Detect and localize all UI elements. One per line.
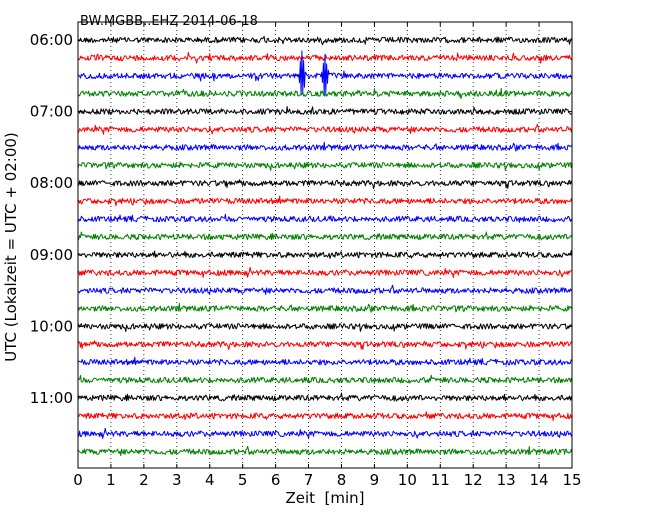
x-tick-label: 9 bbox=[370, 471, 380, 489]
y-tick-label: 06:00 bbox=[30, 31, 73, 49]
trace-0730 bbox=[77, 141, 573, 152]
x-tick-label: 0 bbox=[73, 471, 83, 489]
x-tick-label: 5 bbox=[238, 471, 248, 489]
x-tick-label: 11 bbox=[431, 471, 450, 489]
x-tick-label: 15 bbox=[562, 471, 581, 489]
trace-0830 bbox=[77, 213, 573, 223]
y-tick-label: 10:00 bbox=[30, 317, 73, 335]
trace-1030 bbox=[77, 356, 573, 366]
trace-0715 bbox=[77, 123, 573, 135]
y-tick-label: 08:00 bbox=[30, 174, 73, 192]
chart-title: BW.MGBB..EHZ 2014-06-18 bbox=[80, 14, 258, 29]
y-axis-label: UTC (Lokalzeit = UTC + 02:00) bbox=[2, 132, 20, 362]
y-tick-label: 09:00 bbox=[30, 246, 73, 264]
trace-0745 bbox=[77, 161, 573, 171]
x-tick-label: 4 bbox=[205, 471, 215, 489]
trace-0630 bbox=[77, 50, 573, 97]
trace-1115 bbox=[77, 411, 573, 422]
trace-1130 bbox=[77, 427, 573, 440]
x-axis-label: Zeit [min] bbox=[285, 489, 364, 507]
x-tick-label: 13 bbox=[497, 471, 516, 489]
trace-0600 bbox=[77, 35, 573, 46]
plot-background bbox=[78, 22, 572, 468]
x-axis: 0 1 2 3 4 5 6 7 8 9 10 11 12 13 14 15 bbox=[73, 22, 582, 489]
trace-1045 bbox=[77, 374, 573, 384]
traces-group bbox=[77, 35, 573, 457]
y-tick-label: 07:00 bbox=[30, 103, 73, 121]
x-tick-label: 14 bbox=[530, 471, 549, 489]
trace-0845 bbox=[77, 231, 573, 241]
trace-0900 bbox=[77, 250, 573, 259]
trace-0915 bbox=[77, 266, 572, 278]
trace-1145 bbox=[77, 445, 573, 457]
plot-frame bbox=[77, 21, 573, 469]
x-tick-label: 1 bbox=[106, 471, 116, 489]
trace-0815 bbox=[77, 195, 573, 207]
x-tick-label: 6 bbox=[271, 471, 281, 489]
x-tick-label: 8 bbox=[337, 471, 347, 489]
x-tick-label: 12 bbox=[464, 471, 483, 489]
x-tick-label: 7 bbox=[304, 471, 314, 489]
trace-0700 bbox=[77, 106, 573, 115]
y-tick-label: 11:00 bbox=[30, 389, 73, 407]
trace-0930 bbox=[77, 284, 573, 296]
x-tick-label: 2 bbox=[139, 471, 149, 489]
trace-0945 bbox=[77, 302, 573, 313]
y-axis: 06:00 07:00 08:00 09:00 10:00 11:00 bbox=[30, 31, 572, 407]
trace-1100 bbox=[77, 392, 573, 402]
x-tick-label: 3 bbox=[172, 471, 182, 489]
trace-0800 bbox=[77, 179, 573, 190]
trace-1015 bbox=[77, 340, 573, 351]
x-tick-label: 10 bbox=[398, 471, 417, 489]
trace-0645 bbox=[77, 87, 573, 100]
trace-1000 bbox=[77, 323, 573, 333]
